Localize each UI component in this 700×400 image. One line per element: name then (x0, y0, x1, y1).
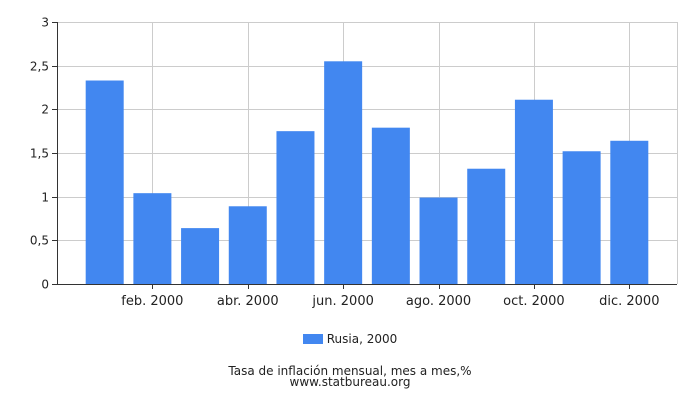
x-tick-label: feb. 2000 (121, 294, 183, 309)
legend-label: Rusia, 2000 (326, 332, 398, 346)
legend-swatch (302, 334, 323, 344)
y-axis-labels: 0 0,5 1 1,5 2 2,5 3 (30, 16, 49, 292)
y-tick-label: 2 (41, 103, 49, 117)
chart-caption: Tasa de inflación mensual, mes a mes,% (228, 364, 472, 378)
bar (371, 127, 410, 284)
legend: Rusia, 2000 (0, 332, 700, 346)
y-tick-label: 1 (41, 191, 49, 205)
bar (467, 168, 506, 284)
axes (52, 22, 677, 289)
x-tick-label: ago. 2000 (406, 294, 471, 309)
x-tick-label: jun. 2000 (311, 294, 373, 309)
x-axis-labels: feb. 2000 abr. 2000 jun. 2000 ago. 2000 oct.… (121, 294, 659, 309)
bar (85, 80, 124, 284)
y-tick-label: 1,5 (30, 147, 49, 161)
y-tick-label: 0,5 (30, 234, 49, 248)
bar (181, 228, 220, 284)
x-tick-label: dic. 2000 (599, 294, 659, 309)
bar (228, 206, 267, 284)
x-tick-label: oct. 2000 (503, 294, 565, 309)
bar (276, 131, 315, 284)
bars (85, 61, 649, 284)
source-caption: www.statbureau.org (289, 375, 411, 389)
bar (324, 61, 363, 284)
bar (419, 197, 458, 284)
bar (562, 151, 601, 284)
bar (514, 99, 553, 284)
y-tick-label: 3 (41, 16, 49, 30)
bar (133, 193, 172, 284)
y-tick-label: 2,5 (30, 60, 49, 74)
bar (610, 140, 649, 284)
bar-chart: 0 0,5 1 1,5 2 2,5 3 feb. 2000 abr. 2000 jun. 200… (30, 16, 678, 309)
y-tick-label: 0 (41, 278, 49, 292)
x-tick-label: abr. 2000 (217, 294, 279, 309)
